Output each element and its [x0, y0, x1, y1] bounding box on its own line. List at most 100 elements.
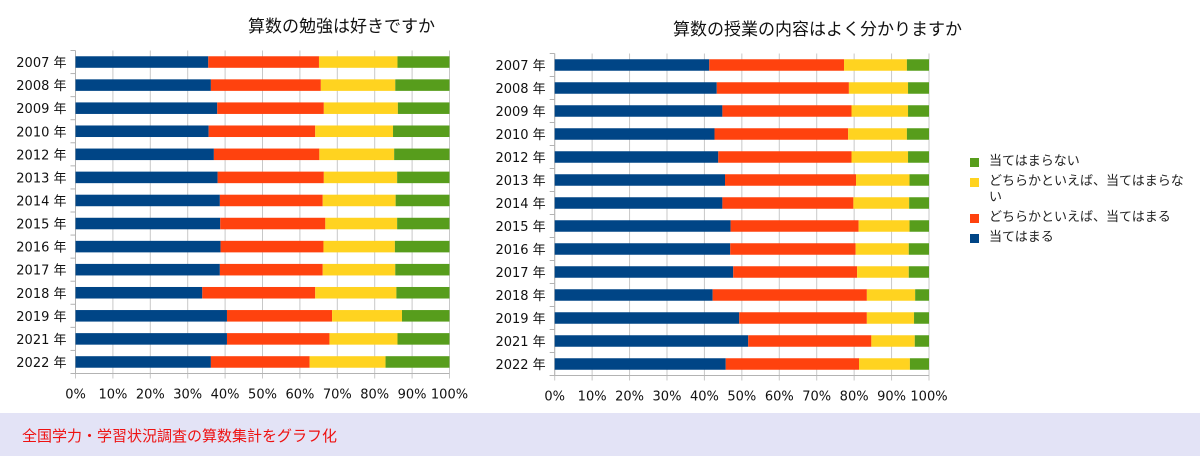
x-tick-label: 10% — [578, 390, 607, 405]
bar-segment — [210, 79, 321, 91]
legend-swatch-icon — [970, 178, 979, 187]
bar-segment — [226, 310, 333, 322]
bar-segment — [402, 310, 450, 322]
category-label: 2018 年 — [16, 287, 66, 302]
bar-segment — [908, 105, 929, 117]
bar-segment — [856, 174, 910, 186]
chart-title: 算数の授業の内容はよく分かりますか — [673, 20, 962, 40]
bar-segment — [908, 151, 929, 163]
bar-segment — [220, 217, 326, 230]
bar-segment — [857, 266, 909, 278]
bar-segment — [914, 312, 929, 324]
bar-segment — [319, 148, 395, 161]
bar-segment — [554, 266, 734, 278]
bar-segment — [866, 312, 915, 324]
bar-segment — [332, 310, 403, 322]
bar-segment — [75, 125, 209, 138]
x-tick-label: 60% — [765, 390, 794, 405]
bar-segment — [75, 171, 218, 184]
bar-segment — [851, 151, 909, 163]
bar-segment — [210, 356, 310, 368]
category-label: 2015 年 — [495, 220, 545, 235]
bar-segment — [909, 358, 929, 370]
bar-segment — [315, 286, 397, 299]
legend-label: どちらかといえば、当てはまる — [989, 210, 1171, 225]
bar-segment — [397, 102, 450, 114]
category-label: 2013 年 — [495, 174, 545, 189]
bar-segment — [202, 286, 316, 299]
bar-segment — [75, 56, 209, 68]
bar-segment — [323, 102, 398, 114]
bar-segment — [385, 356, 450, 368]
category-label: 2015 年 — [16, 218, 66, 233]
bar-segment — [325, 217, 398, 230]
bar-segment — [712, 289, 867, 301]
category-label: 2010 年 — [16, 125, 66, 140]
bar-segment — [217, 102, 324, 114]
category-label: 2017 年 — [495, 266, 545, 281]
category-label: 2019 年 — [16, 310, 66, 325]
x-tick-label: 20% — [615, 390, 644, 405]
bar-segment — [75, 333, 227, 345]
bar-segment — [397, 217, 450, 230]
bar-segment — [318, 56, 398, 68]
bar-segment — [554, 128, 715, 140]
bar-segment — [220, 240, 324, 253]
bar-segment — [730, 243, 856, 255]
bar-segment — [733, 266, 858, 278]
category-label: 2009 年 — [495, 105, 545, 120]
bar-segment — [866, 289, 916, 301]
bar-segment — [858, 220, 910, 232]
bar-segment — [554, 197, 723, 209]
x-tick-label: 70% — [802, 390, 831, 405]
bar-segment — [853, 197, 910, 209]
bar-segment — [554, 289, 713, 301]
bar-segment — [908, 243, 929, 255]
x-tick-label: 50% — [248, 388, 277, 403]
bar-segment — [395, 79, 450, 91]
category-label: 2017 年 — [16, 264, 66, 279]
bar-segment — [722, 105, 852, 117]
bar-segment — [75, 286, 203, 299]
bar-segment — [848, 82, 909, 94]
bar-segment — [718, 151, 852, 163]
legend-swatch-icon — [970, 234, 979, 243]
bar-segment — [844, 59, 907, 71]
legend-label: 当てはまらない — [989, 154, 1080, 169]
footer-text: 全国学力・学習状況調査の算数集計をグラフ化 — [22, 427, 338, 445]
legend-label: どちらかといえば、当てはまらない — [989, 174, 1184, 205]
x-tick-label: 10% — [98, 388, 127, 403]
bar-segment — [323, 240, 395, 253]
bar-segment — [75, 102, 218, 114]
bar-segment — [75, 148, 214, 161]
bar-segment — [395, 194, 450, 207]
bar-segment — [75, 194, 220, 207]
x-tick-label: 30% — [173, 388, 202, 403]
bar-segment — [554, 82, 717, 94]
bar-segment — [914, 335, 929, 347]
bar-segment — [915, 289, 929, 301]
bar-segment — [908, 266, 929, 278]
bar-segment — [75, 240, 221, 253]
category-label: 2019 年 — [495, 312, 545, 327]
bar-segment — [75, 356, 211, 368]
x-tick-label: 70% — [323, 388, 352, 403]
bar-segment — [722, 197, 854, 209]
bar-segment — [329, 333, 398, 345]
x-tick-label: 80% — [360, 388, 389, 403]
chart-right-plot: 2007 年 2008 年 2009 年 2010 年 2012 年 2013 年 2014… — [495, 53, 948, 405]
bar-segment — [226, 333, 330, 345]
bar-segment — [208, 56, 319, 68]
x-tick-label: 40% — [211, 388, 240, 403]
category-label: 2021 年 — [16, 333, 66, 348]
x-tick-label: 50% — [727, 390, 756, 405]
x-tick-label: 100% — [910, 390, 947, 405]
bar-segment — [396, 286, 450, 299]
bar-segment — [393, 125, 450, 138]
bar-segment — [208, 125, 316, 138]
bar-segment — [315, 125, 394, 138]
bar-segment — [75, 217, 221, 230]
bar-segment — [395, 263, 450, 276]
category-label: 2014 年 — [495, 197, 545, 212]
category-label: 2008 年 — [16, 79, 66, 94]
